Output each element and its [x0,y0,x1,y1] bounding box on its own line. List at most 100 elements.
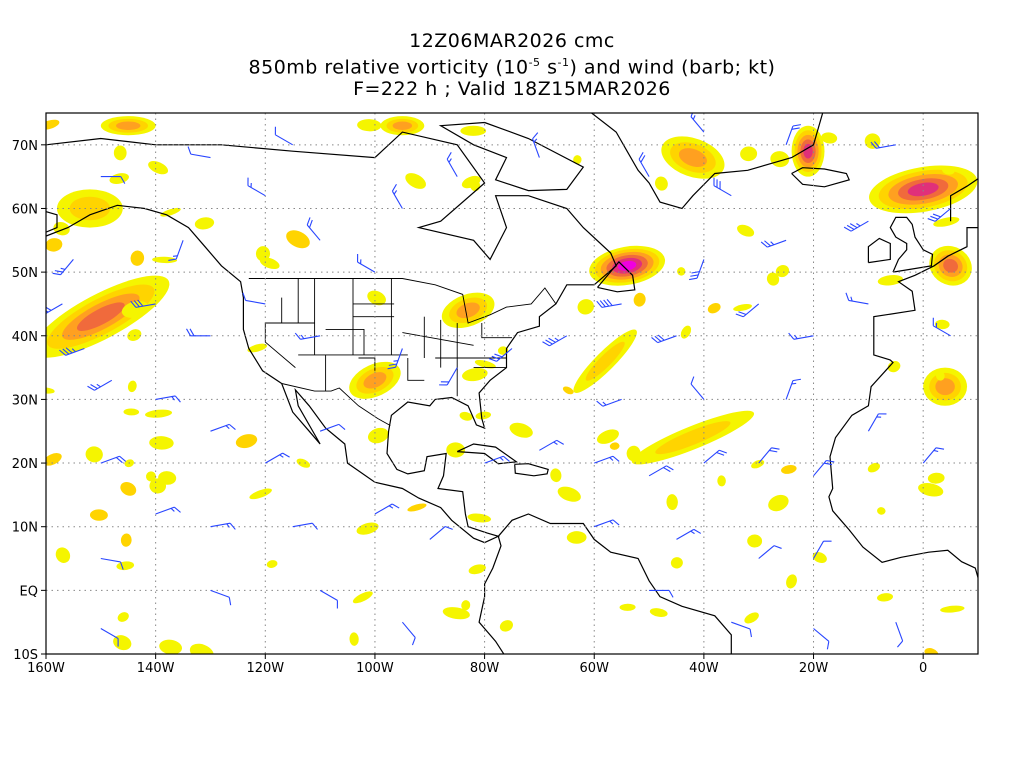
wind-barb [168,240,184,262]
y-tick-label: 70N [12,139,38,154]
vorticity-speckle [296,458,311,468]
wind-barb [100,455,127,464]
vorticity-contour [116,121,141,130]
vorticity-contour [943,258,958,273]
vorticity-speckle [109,173,129,184]
vorticity-speckle [942,166,955,175]
vorticity-speckle [459,411,473,421]
vorticity-speckle [446,442,466,458]
vorticity-speckle [475,411,492,420]
plot-frame [45,112,979,655]
wind-barb [155,395,181,403]
wind-barb [638,152,650,177]
vorticity-speckle [497,346,509,355]
vorticity-speckle [249,488,272,500]
wind-barb [813,459,835,477]
title-line-3: F=222 h ; Valid 18Z15MAR2026 [353,78,671,101]
vorticity-speckle [46,238,63,252]
wind-barb [387,348,403,370]
x-tick-label: 60W [580,661,610,676]
wind-barb [932,317,951,337]
vorticity-speckle [707,303,721,314]
wind-barb [210,522,236,530]
y-tick-label: 60N [12,202,38,217]
vorticity-west-africa [923,367,968,406]
y-tick-label: 10N [12,521,38,536]
title-line-2-suffix: ) and wind (barb; kt) [569,56,776,79]
wind-barb [274,126,293,146]
title-line-2-mid: s [540,56,558,79]
vorticity-speckle [499,620,513,632]
vorticity-speckle [566,531,587,544]
vorticity-field [46,116,978,654]
vorticity-speckle [596,429,619,444]
wind-barb [648,465,674,477]
europe-africa-coast [828,227,978,578]
wind-barb [401,621,416,646]
vorticity-speckle [468,564,486,575]
y-tick-label: 30N [12,393,38,408]
wind-barb [813,540,832,559]
vorticity-speckle [356,522,379,535]
wind-barb [130,299,156,308]
vorticity-speckle [352,591,373,604]
wind-barb [703,449,727,464]
x-tick-label: 80W [470,661,500,676]
vorticity-speckle [781,464,797,474]
wind-barb [100,628,119,647]
south-america-coast [478,513,732,654]
vorticity-atlantic-trough [631,410,755,465]
vorticity-gulf-alaska [56,189,123,228]
vorticity-speckle [259,257,280,270]
baffin-coast [438,121,585,192]
wind-barb [186,328,211,337]
coastlines [46,113,978,654]
hispaniola-coast [514,463,549,477]
vorticity-speckle [130,250,145,266]
iceland-coast [791,167,851,188]
vorticity-speckle [877,507,886,515]
wind-barb [689,259,705,281]
vorticity-speckle [113,145,127,161]
wind-barb [760,239,787,248]
vorticity-speckle [85,446,103,463]
x-tick-label: 20W [799,661,829,676]
vorticity-speckle [744,612,759,624]
vorticity-mid-atlantic-band [573,329,637,393]
political-border [407,358,425,381]
x-tick-label: 160W [27,661,65,676]
x-tick-label: 140W [137,661,175,676]
vorticity-speckle [751,459,765,469]
ireland-coast [867,237,891,264]
vorticity-speckle [550,468,562,483]
vorticity-speckle [766,272,780,286]
wind-barb [731,621,753,638]
vorticity-speckle [770,151,790,168]
vorticity-speckle [159,639,183,654]
vorticity-speckle [557,486,581,502]
vorticity-speckle [460,125,487,136]
vorticity-newfoundland-low [589,245,666,286]
vorticity-speckle [717,475,726,487]
wind-barb [785,124,801,145]
vorticity-speckle [189,643,214,654]
vorticity-bering [100,116,156,136]
vorticity-speckle [562,386,574,395]
y-tick-label: 50N [12,266,38,281]
vorticity-speckle [924,648,939,654]
vorticity-speckle [737,224,755,237]
wind-barb [187,146,211,159]
vorticity-speckle [677,267,686,276]
vorticity-speckle [821,132,838,144]
political-border [402,332,474,346]
wind-barb [319,589,338,609]
vorticity-speckle [935,370,945,381]
newfoundland-coast [597,261,636,293]
x-tick-label: 120W [246,661,284,676]
vorticity-speckle [462,367,488,382]
x-tick-label: 40W [689,661,719,676]
y-tick-label: 20N [12,457,38,472]
wind-barb [484,455,510,464]
wind-barb [539,439,564,451]
vorticity-speckle [747,534,763,548]
